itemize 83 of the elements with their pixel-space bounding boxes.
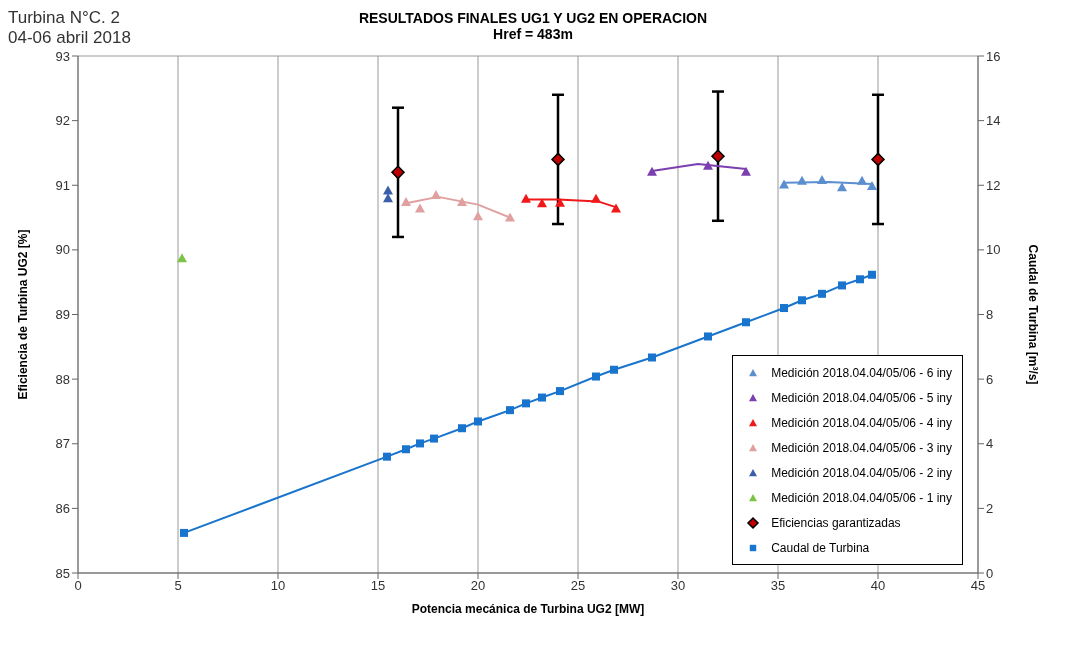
point bbox=[505, 212, 515, 222]
x-tick-label: 20 bbox=[470, 578, 486, 594]
text: Turbina N°C. 2 bbox=[8, 8, 121, 28]
x-axis-title: Potencia mecánica de Turbina UG2 [MW] bbox=[411, 602, 645, 616]
point bbox=[798, 296, 806, 305]
point bbox=[867, 180, 877, 190]
legend-label: Medición 2018.04.04/05/06 - 4 iny bbox=[771, 415, 952, 430]
point bbox=[458, 424, 466, 433]
x-tick-label: 10 bbox=[270, 578, 286, 594]
point bbox=[383, 193, 393, 203]
point bbox=[837, 182, 847, 192]
chart-subtitle: Href = 483m bbox=[493, 26, 573, 42]
x-tick-label: 45 bbox=[970, 578, 986, 594]
y-tick-label: 90 bbox=[55, 242, 70, 258]
point bbox=[556, 387, 564, 396]
y2-tick-label: 14 bbox=[986, 113, 1001, 129]
point bbox=[474, 417, 482, 426]
legend-label: Medición 2018.04.04/05/06 - 3 iny bbox=[771, 440, 952, 455]
point bbox=[416, 439, 424, 448]
point bbox=[818, 289, 826, 298]
point bbox=[383, 452, 391, 461]
x-tick-label: 15 bbox=[370, 578, 386, 594]
point bbox=[592, 372, 600, 381]
point bbox=[430, 434, 438, 443]
point bbox=[506, 406, 514, 415]
point bbox=[391, 165, 405, 180]
legend-label: Eficiencias garantizadas bbox=[771, 515, 901, 530]
point bbox=[742, 318, 750, 327]
legend-label: Medición 2018.04.04/05/06 - 6 iny bbox=[771, 365, 952, 380]
point bbox=[611, 203, 621, 213]
point bbox=[779, 179, 789, 189]
point bbox=[741, 166, 751, 176]
y2-tick-label: 8 bbox=[986, 307, 994, 323]
y-axis-title: Eficiencia de Turbina UG2 [%] bbox=[16, 229, 31, 400]
legend-label: Medición 2018.04.04/05/06 - 5 iny bbox=[771, 390, 952, 405]
y2-tick-label: 10 bbox=[986, 242, 1001, 258]
x-tick-label: 25 bbox=[570, 578, 586, 594]
y-tick-label: 92 bbox=[55, 113, 70, 129]
x-tick-label: 0 bbox=[74, 578, 82, 594]
x-tick-label: 5 bbox=[174, 578, 182, 594]
legend-label: Caudal de Turbina bbox=[771, 540, 870, 555]
point bbox=[383, 185, 393, 195]
y2-tick-label: 0 bbox=[986, 565, 994, 581]
point bbox=[415, 203, 425, 213]
point bbox=[555, 197, 565, 207]
chart-title: RESULTADOS FINALES UG1 Y UG2 EN OPERACION bbox=[358, 10, 708, 26]
point bbox=[648, 353, 656, 362]
legend-label: Medición 2018.04.04/05/06 - 2 iny bbox=[771, 465, 952, 480]
point bbox=[704, 332, 712, 341]
y2-axis-title: Caudal de Turbina [m³/s] bbox=[1025, 244, 1040, 385]
point bbox=[838, 281, 846, 290]
point bbox=[856, 275, 864, 284]
point bbox=[521, 193, 531, 203]
y2-tick-label: 2 bbox=[986, 500, 994, 516]
point bbox=[551, 152, 565, 167]
point bbox=[868, 270, 876, 279]
y-tick-label: 85 bbox=[55, 565, 70, 581]
y-tick-label: 93 bbox=[55, 48, 70, 64]
y2-tick-label: 12 bbox=[986, 177, 1001, 193]
y2-tick-label: 16 bbox=[986, 48, 1001, 64]
text: 04-06 abril 2018 bbox=[8, 28, 131, 48]
point bbox=[871, 152, 885, 167]
y-tick-label: 88 bbox=[55, 371, 70, 387]
x-tick-label: 30 bbox=[670, 578, 686, 594]
y-tick-label: 86 bbox=[55, 500, 70, 516]
legend-label: Medición 2018.04.04/05/06 - 1 iny bbox=[771, 490, 952, 505]
y-tick-label: 91 bbox=[55, 177, 70, 193]
y-tick-label: 87 bbox=[55, 436, 70, 452]
point bbox=[402, 445, 410, 454]
point bbox=[538, 393, 546, 402]
point bbox=[647, 166, 657, 176]
x-tick-label: 40 bbox=[870, 578, 886, 594]
y2-tick-label: 4 bbox=[986, 436, 994, 452]
point bbox=[522, 399, 530, 408]
point bbox=[177, 253, 187, 263]
y-tick-label: 89 bbox=[55, 307, 70, 323]
x-tick-label: 35 bbox=[770, 578, 786, 594]
point bbox=[180, 528, 188, 537]
point bbox=[610, 365, 618, 374]
point bbox=[473, 211, 483, 221]
point bbox=[780, 304, 788, 313]
y2-tick-label: 6 bbox=[986, 371, 994, 387]
point bbox=[711, 149, 725, 163]
